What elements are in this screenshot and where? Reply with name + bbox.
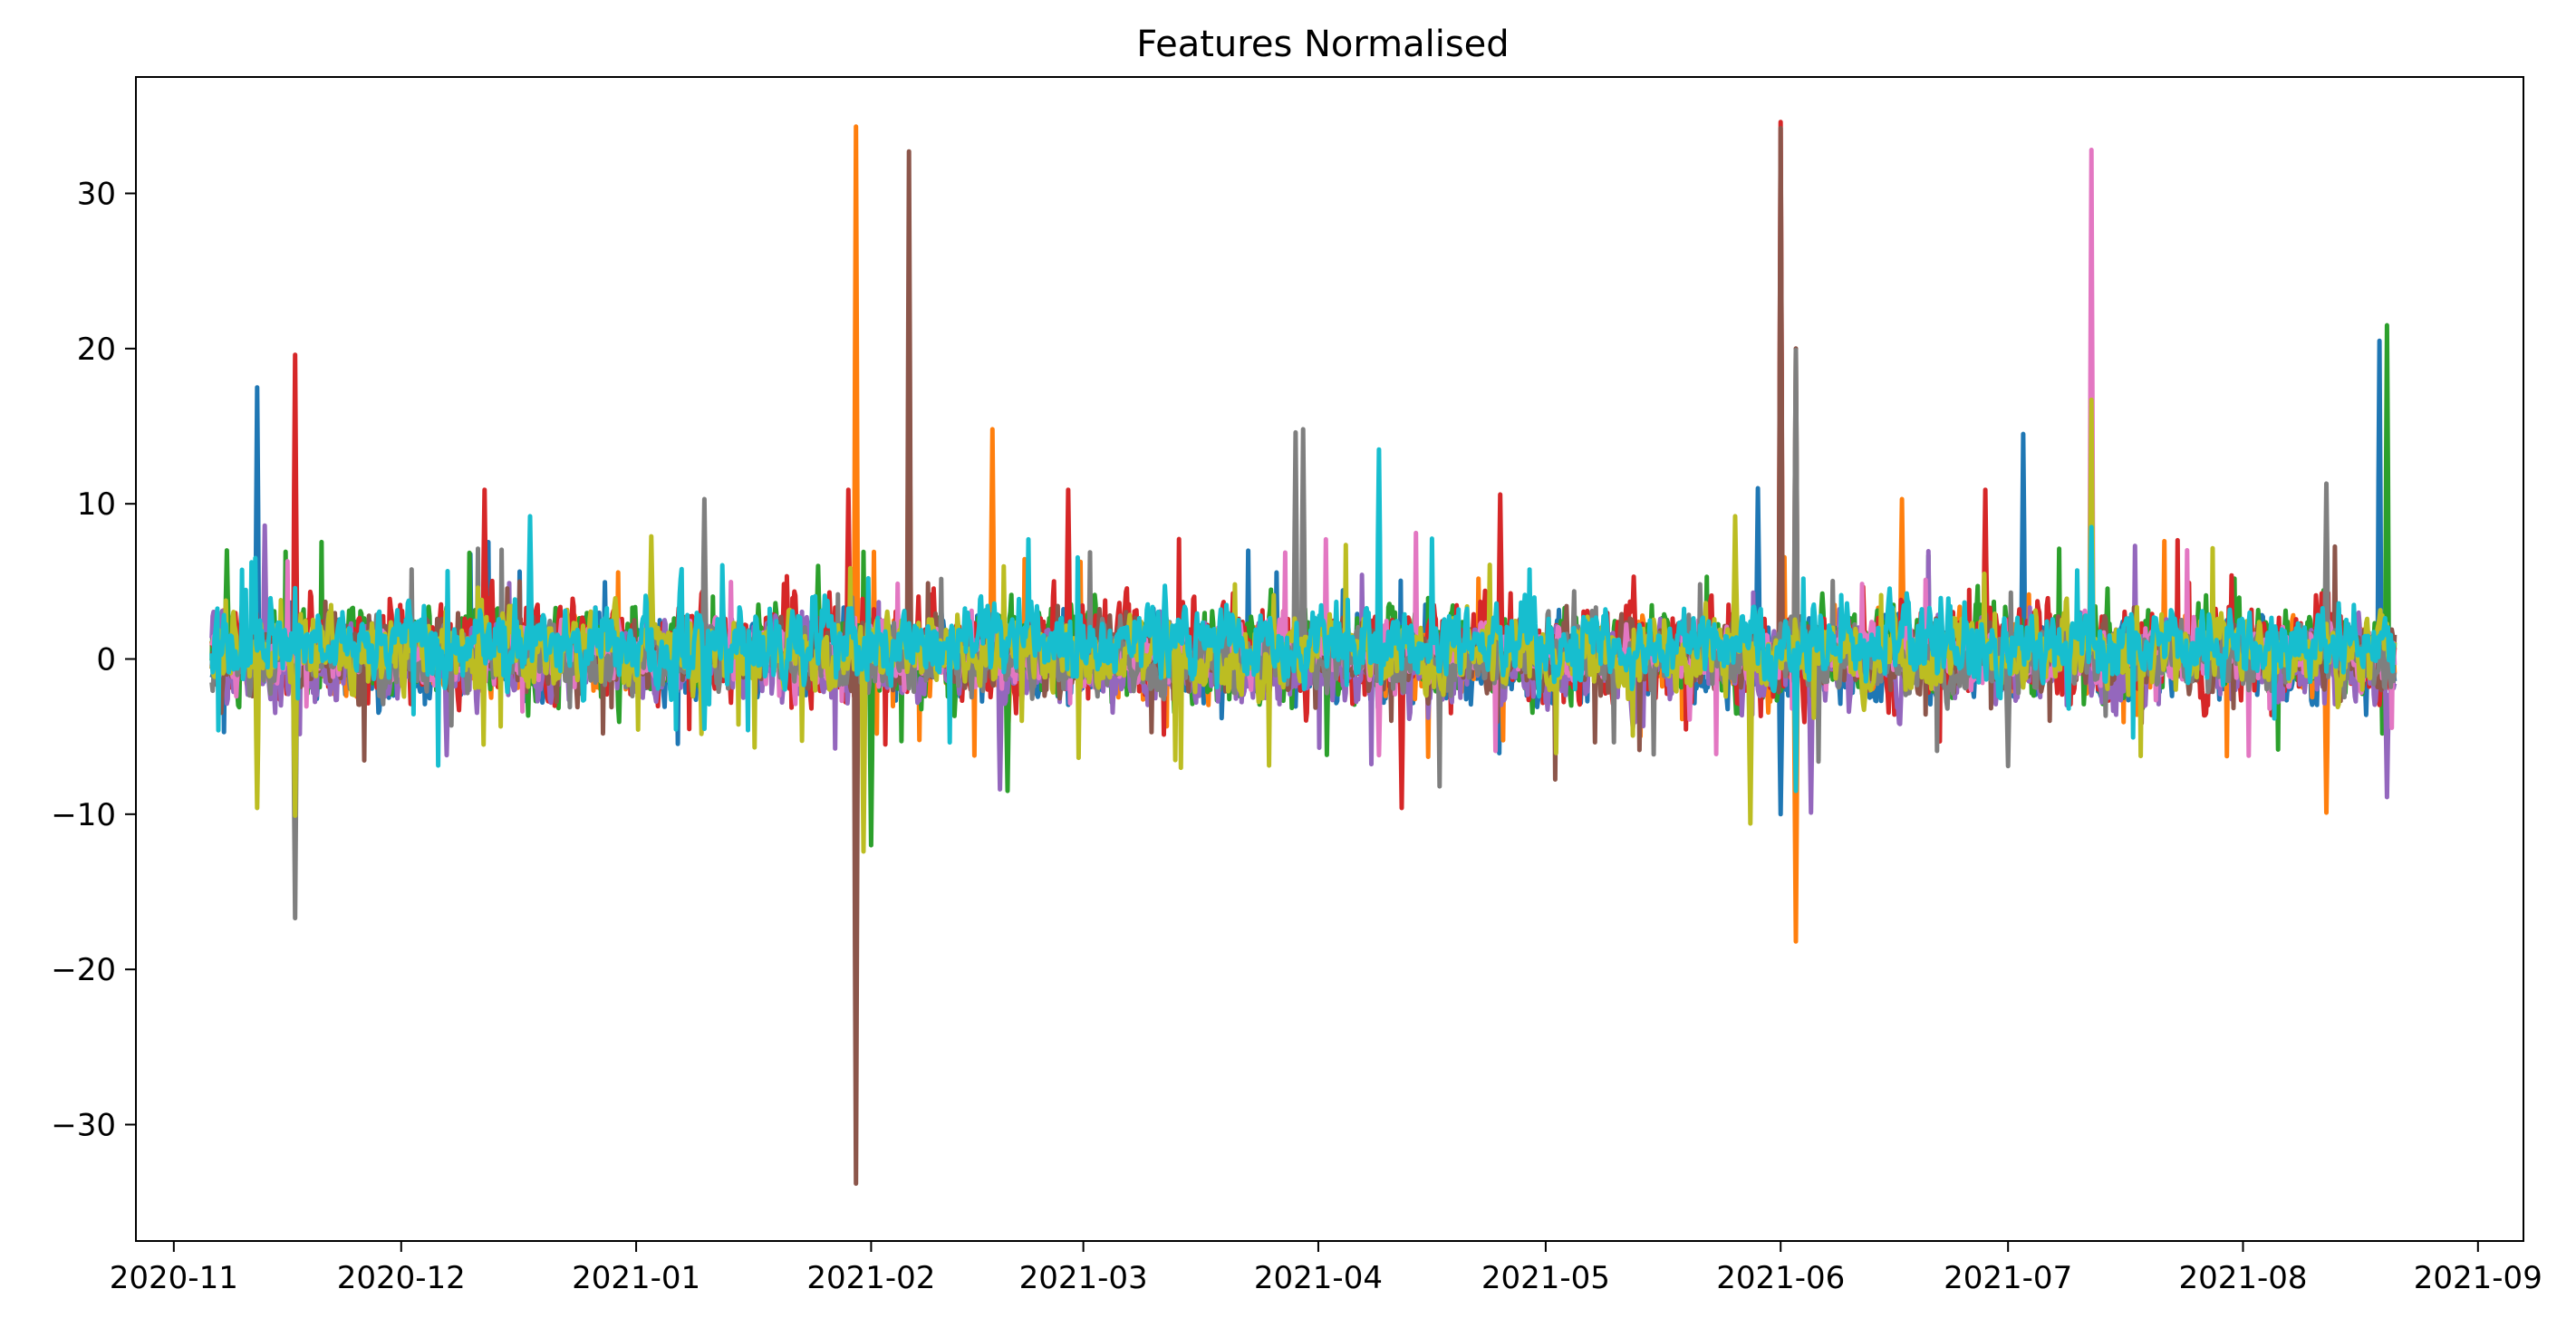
chart-title: Features Normalised <box>1136 24 1509 65</box>
y-tick-label: −10 <box>51 797 116 833</box>
x-tick-label: 2020-12 <box>337 1260 466 1296</box>
x-tick-label: 2021-04 <box>1254 1260 1383 1296</box>
x-tick-label: 2021-08 <box>2178 1260 2307 1296</box>
y-tick-label: −30 <box>51 1108 116 1144</box>
y-tick-label: 30 <box>77 177 116 213</box>
y-tick-label: −20 <box>51 952 116 988</box>
x-tick-label: 2021-01 <box>572 1260 700 1296</box>
x-tick-label: 2021-09 <box>2414 1260 2542 1296</box>
series-line-10 <box>209 447 2397 794</box>
x-tick-label: 2020-11 <box>110 1260 238 1296</box>
y-tick-label: 10 <box>77 486 116 523</box>
x-tick-label: 2021-07 <box>1944 1260 2072 1296</box>
x-tick-label: 2021-06 <box>1716 1260 1845 1296</box>
series-layer <box>209 120 2398 1187</box>
axes-layer: −30 −20 −10 0 10 20 30 2020-11 2020-12 2021-01 202… <box>51 76 2542 1296</box>
x-tick-label: 2021-05 <box>1481 1260 1610 1296</box>
x-tick-label: 2021-02 <box>806 1260 935 1296</box>
y-tick-label: 20 <box>77 332 116 368</box>
y-tick-label: 0 <box>96 642 116 678</box>
x-tick-label: 2021-03 <box>1019 1260 1148 1296</box>
